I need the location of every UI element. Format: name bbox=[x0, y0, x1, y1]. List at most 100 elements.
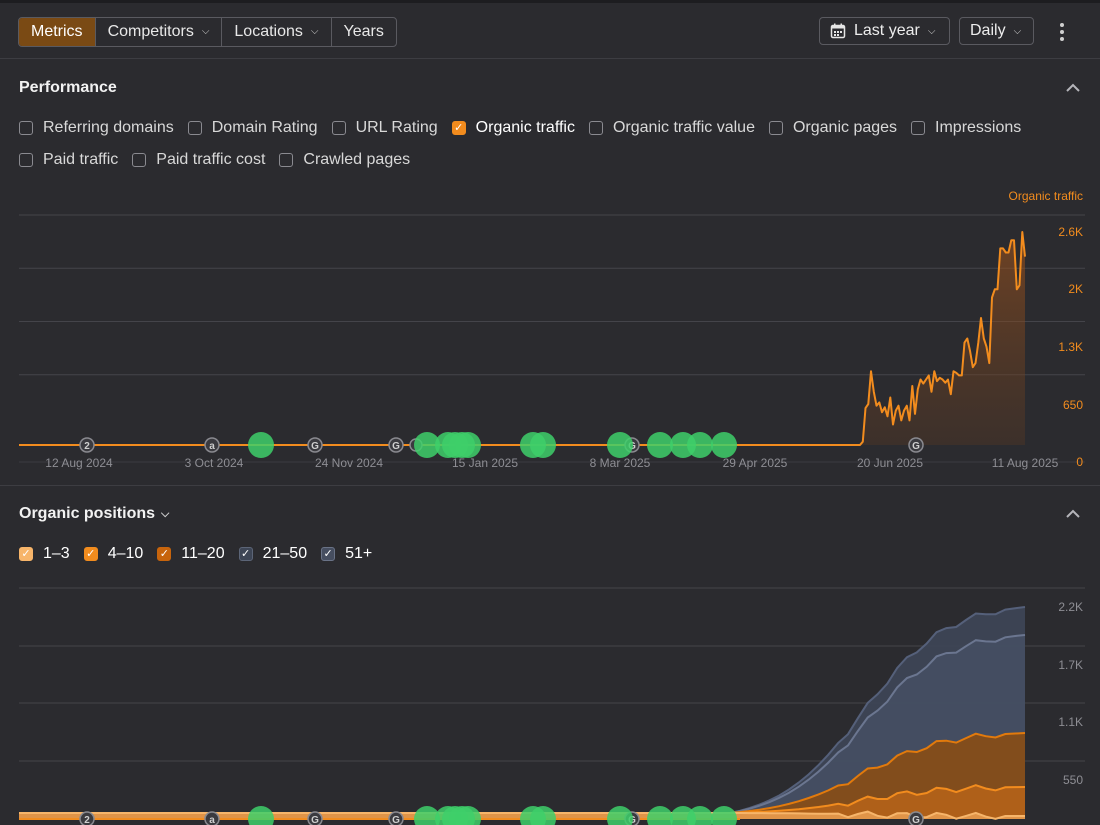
organic-traffic-chart: Organic traffic 2.6K 2K 1.3K 650 0 12 Aug 2024… bbox=[19, 189, 1085, 470]
x-tick-label: 24 Nov 2024 bbox=[315, 456, 383, 470]
chevron-up-icon[interactable] bbox=[1064, 505, 1082, 523]
annotation-marker: G bbox=[388, 437, 404, 453]
checkbox-box bbox=[768, 121, 783, 135]
range-4-10-line bbox=[19, 784, 1026, 814]
chevron-down-icon: ⌵ bbox=[201, 26, 210, 37]
checkbox-range-4-10[interactable]: ✓ 4–10 bbox=[83, 545, 143, 563]
view-tabs: Metrics Competitors ⌵ Locations ⌵ Years bbox=[18, 17, 397, 47]
event-dot bbox=[607, 806, 633, 825]
annotation-marker: G bbox=[307, 811, 323, 825]
section-divider bbox=[0, 485, 1100, 486]
tab-competitors[interactable]: Competitors ⌵ bbox=[96, 18, 223, 46]
x-tick-label: 20 Jun 2025 bbox=[857, 456, 923, 470]
range-51-plus-line bbox=[19, 606, 1026, 814]
svg-text:G: G bbox=[912, 441, 920, 452]
tab-locations[interactable]: Locations ⌵ bbox=[222, 18, 332, 46]
annotation-marker: a bbox=[204, 811, 220, 825]
checkbox-url-rating[interactable]: URL Rating bbox=[331, 119, 438, 137]
calendar-icon bbox=[830, 23, 846, 39]
check-icon: ✓ bbox=[238, 547, 253, 561]
event-dot bbox=[687, 806, 713, 825]
y-tick-label: 1.1K bbox=[1058, 715, 1083, 729]
more-vertical-icon[interactable] bbox=[1054, 23, 1070, 43]
x-tick-label: 3 Oct 2024 bbox=[185, 456, 244, 470]
event-dot bbox=[647, 806, 673, 825]
svg-text:G: G bbox=[392, 815, 400, 825]
x-tick-label: 8 Mar 2025 bbox=[590, 456, 651, 470]
range-11-20-line bbox=[19, 732, 1026, 814]
annotation-marker: a bbox=[204, 437, 220, 453]
tab-years[interactable]: Years bbox=[343, 23, 384, 40]
checkbox-organic-traffic[interactable]: ✓ Organic traffic bbox=[451, 119, 575, 137]
event-dot bbox=[607, 432, 633, 458]
y-tick-label: 1.7K bbox=[1058, 658, 1083, 672]
performance-title: Performance bbox=[19, 79, 117, 96]
series-label: Organic traffic bbox=[1009, 189, 1083, 203]
metric-checkbox-row-2: Paid traffic Paid traffic cost Crawled p… bbox=[19, 151, 424, 169]
event-dot bbox=[248, 806, 274, 825]
event-dot bbox=[248, 432, 274, 458]
event-dot bbox=[711, 806, 737, 825]
chevron-up-icon[interactable] bbox=[1064, 79, 1082, 97]
y-tick-label: 650 bbox=[1063, 398, 1083, 412]
organic-positions-dropdown[interactable]: Organic positions ⌵ bbox=[19, 505, 169, 523]
organic-positions-title: Organic positions bbox=[19, 505, 156, 522]
checkbox-organic-traffic-value[interactable]: Organic traffic value bbox=[588, 119, 755, 137]
annotation-marker: 2 bbox=[79, 811, 95, 825]
annotation-marker: G bbox=[388, 811, 404, 825]
checkbox-impressions[interactable]: Impressions bbox=[911, 119, 1021, 137]
x-tick-label: 29 Apr 2025 bbox=[723, 456, 788, 470]
checkbox-box bbox=[279, 153, 294, 167]
svg-text:G: G bbox=[912, 815, 920, 825]
check-icon: ✓ bbox=[19, 547, 33, 561]
svg-text:G: G bbox=[311, 441, 319, 452]
checkbox-box bbox=[187, 121, 202, 135]
y-tick-label: 0 bbox=[1076, 455, 1083, 469]
checkbox-box bbox=[19, 121, 33, 135]
x-tick-label: 12 Aug 2024 bbox=[45, 456, 113, 470]
chevron-down-icon: ⌵ bbox=[927, 25, 936, 37]
annotation-marker: 2 bbox=[79, 437, 95, 453]
svg-text:G: G bbox=[392, 441, 400, 452]
granularity-label: Daily bbox=[970, 22, 1006, 39]
organic-positions-chart: 2.2K1.7K1.1K5502aGGGG bbox=[19, 587, 1085, 825]
chevron-down-icon: ⌵ bbox=[1013, 25, 1022, 37]
checkbox-range-21-50[interactable]: ✓ 21–50 bbox=[238, 545, 307, 563]
svg-text:2: 2 bbox=[84, 441, 90, 452]
metric-checkbox-row-1: Referring domains Domain Rating URL Rati… bbox=[19, 119, 1035, 137]
checkbox-range-11-20[interactable]: ✓ 11–20 bbox=[157, 545, 225, 563]
granularity-select[interactable]: Daily ⌵ bbox=[959, 17, 1034, 45]
event-dot bbox=[647, 432, 673, 458]
annotation-marker: G bbox=[307, 437, 323, 453]
checkbox-paid-traffic-cost[interactable]: Paid traffic cost bbox=[132, 151, 265, 169]
checkbox-domain-rating[interactable]: Domain Rating bbox=[187, 119, 318, 137]
svg-text:2: 2 bbox=[84, 815, 90, 825]
checkbox-box bbox=[132, 153, 147, 167]
checkbox-range-1-3[interactable]: ✓ 1–3 bbox=[19, 545, 70, 563]
checkbox-box bbox=[588, 121, 603, 135]
date-range-select[interactable]: Last year ⌵ bbox=[819, 17, 950, 45]
checkbox-box bbox=[331, 121, 346, 135]
event-dot bbox=[414, 432, 440, 458]
event-dot bbox=[414, 806, 440, 825]
y-tick-label: 2.6K bbox=[1058, 225, 1083, 239]
checkbox-organic-pages[interactable]: Organic pages bbox=[768, 119, 897, 137]
checkbox-paid-traffic[interactable]: Paid traffic bbox=[19, 151, 118, 169]
check-icon: ✓ bbox=[451, 121, 466, 135]
annotation-marker: G bbox=[908, 437, 924, 453]
annotation-marker: G bbox=[908, 811, 924, 825]
checkbox-referring-domains[interactable]: Referring domains bbox=[19, 119, 174, 137]
svg-text:G: G bbox=[311, 815, 319, 825]
checkbox-box bbox=[911, 121, 926, 135]
y-tick-label: 1.3K bbox=[1058, 340, 1083, 354]
event-dot bbox=[687, 432, 713, 458]
y-tick-label: 550 bbox=[1063, 773, 1083, 787]
checkbox-range-51-plus[interactable]: ✓ 51+ bbox=[321, 545, 372, 563]
check-icon: ✓ bbox=[83, 547, 98, 561]
checkbox-box bbox=[19, 153, 33, 167]
tab-metrics[interactable]: Metrics bbox=[19, 18, 96, 46]
y-tick-label: 2.2K bbox=[1058, 600, 1083, 614]
event-dot bbox=[455, 432, 481, 458]
event-dot bbox=[530, 432, 556, 458]
checkbox-crawled-pages[interactable]: Crawled pages bbox=[279, 151, 410, 169]
